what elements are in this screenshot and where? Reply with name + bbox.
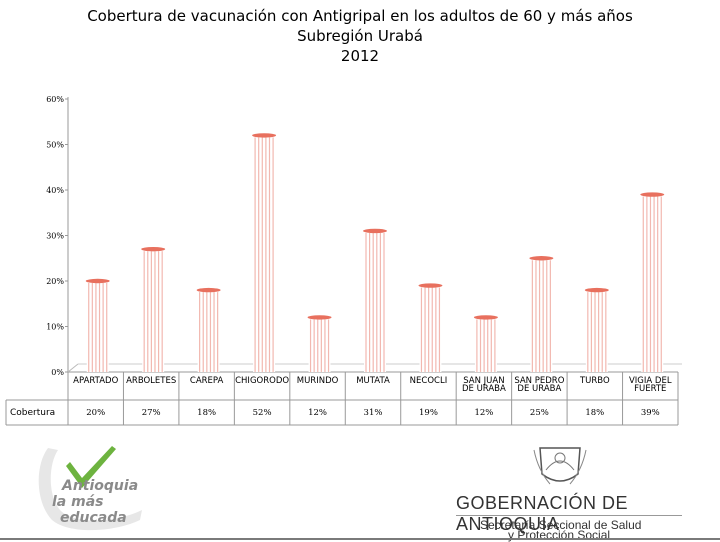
bar-top: [363, 228, 387, 234]
category-label: VIGIA DEL FUERTE: [629, 376, 672, 394]
value-label: 18%: [585, 408, 604, 418]
logo-line-3: educada: [60, 510, 127, 526]
bar-top: [640, 192, 665, 197]
y-tick-label: 30%: [46, 232, 64, 241]
bar-body: [474, 317, 497, 372]
category-label: TURBO: [579, 376, 610, 386]
bar: [418, 283, 443, 372]
logo-line-2: la más: [52, 494, 104, 510]
bar-top: [307, 315, 332, 320]
value-label: 12%: [474, 408, 493, 418]
bar-top: [473, 315, 498, 320]
value-label: 25%: [530, 408, 549, 418]
category-label: SAN PEDRO DE URABA: [514, 376, 564, 394]
bar-body: [419, 285, 442, 372]
bar: [196, 287, 221, 372]
checkmark-icon: [66, 446, 116, 488]
gov-divider: [456, 515, 682, 516]
chart-title: Cobertura de vacunación con Antigripal e…: [0, 6, 720, 66]
y-tick-label: 50%: [46, 141, 64, 150]
title-line-2: Subregión Urabá: [297, 27, 423, 45]
bar-body: [364, 230, 386, 372]
bar-top: [85, 278, 110, 284]
bar-body: [197, 290, 220, 372]
y-tick-label: 20%: [46, 277, 64, 286]
bar: [529, 256, 554, 372]
series-label: Cobertura: [10, 408, 55, 418]
title-line-3: 2012: [340, 47, 380, 65]
bar-top: [252, 133, 277, 138]
value-label: 27%: [142, 408, 161, 418]
category-label: ARBOLETES: [126, 376, 176, 386]
y-tick-label: 0%: [51, 368, 64, 377]
bar-body: [86, 281, 109, 372]
bar-body: [308, 317, 331, 372]
floor-edge: [67, 363, 79, 373]
bar-top: [141, 246, 166, 252]
category-label: NECOCLI: [410, 376, 448, 386]
value-label: 20%: [86, 408, 105, 418]
bar: [640, 192, 665, 372]
value-label: 12%: [308, 408, 327, 418]
bar-body: [641, 194, 664, 372]
bar-body: [585, 290, 608, 372]
value-label: 52%: [253, 408, 272, 418]
gov-name: GOBERNACIÓN DE ANTIOQUIA: [456, 493, 629, 534]
secretaria-line-1: Secretaría Seccional de Salud: [480, 518, 642, 532]
category-label: MURINDO: [297, 376, 339, 386]
y-tick-label: 40%: [46, 186, 64, 195]
category-label: MUTATA: [356, 376, 390, 386]
category-label: CHIGORODO: [235, 376, 289, 386]
category-label: SAN JUAN DE URABA: [462, 376, 506, 394]
bar: [252, 133, 277, 372]
logo-line-1: Antioquia: [61, 478, 138, 494]
bar: [307, 315, 332, 372]
y-tick-label: 10%: [46, 323, 64, 332]
value-label: 19%: [419, 408, 438, 418]
bar: [473, 315, 498, 372]
category-label: CAREPA: [190, 376, 224, 386]
bar: [363, 228, 387, 372]
antioquia-logo: Antioquia la más educada: [38, 446, 142, 531]
bar: [85, 278, 110, 372]
government-seal-icon: [533, 447, 587, 485]
bar-body: [530, 258, 553, 372]
value-label: 31%: [364, 408, 383, 418]
bar-chart: 0% 10% 20% 30% 40% 50% 60% Cobertura APARTADO 20%…: [5, 95, 682, 426]
value-label: 39%: [641, 408, 660, 418]
bar-body: [142, 249, 165, 372]
bar-body: [253, 135, 276, 372]
category-label: APARTADO: [73, 376, 118, 386]
bar-top: [529, 256, 554, 261]
bar: [584, 287, 609, 372]
bar-top: [196, 287, 221, 293]
bar-top: [418, 283, 443, 288]
bar-top: [584, 287, 609, 293]
y-tick-label: 60%: [46, 95, 64, 104]
title-line-1: Cobertura de vacunación con Antigripal e…: [87, 7, 633, 25]
bar: [141, 246, 166, 372]
footer-bar: [0, 538, 720, 540]
value-label: 18%: [197, 408, 216, 418]
